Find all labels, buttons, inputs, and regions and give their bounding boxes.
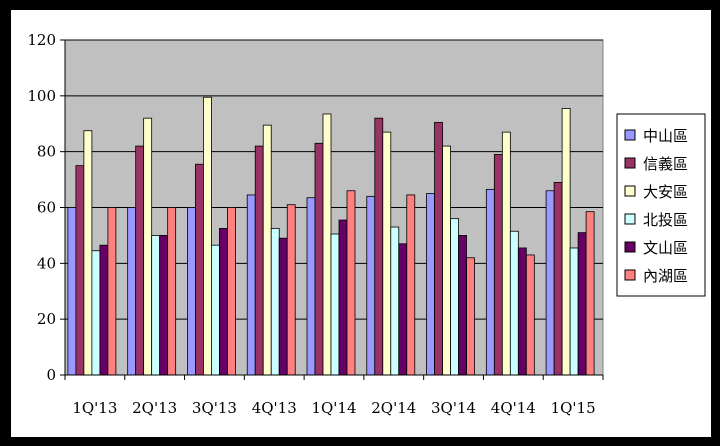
- x-tick-label: 4Q'14: [491, 399, 536, 417]
- bar: [143, 117, 153, 376]
- bar: [127, 207, 137, 376]
- legend-swatch: [624, 185, 636, 197]
- bar: [278, 237, 288, 376]
- bar: [509, 230, 519, 376]
- bar: [107, 207, 117, 376]
- y-tick-label: 0: [46, 366, 56, 384]
- bar: [322, 113, 332, 376]
- bar: [426, 193, 435, 376]
- bar: [585, 211, 595, 376]
- legend-swatch: [624, 129, 636, 141]
- legend-label: 信義區: [643, 155, 688, 173]
- legend-label: 大安區: [643, 183, 688, 201]
- bar: [167, 207, 177, 376]
- bar: [254, 145, 264, 376]
- legend-swatch: [624, 157, 636, 169]
- bar: [577, 232, 587, 376]
- x-tick-label: 3Q'13: [192, 399, 237, 417]
- bar: [390, 226, 400, 376]
- bar: [406, 194, 416, 376]
- bar: [346, 190, 356, 376]
- legend-swatch: [624, 241, 636, 253]
- bar: [151, 235, 161, 376]
- bars: [67, 96, 595, 376]
- y-tick-label: 60: [37, 199, 56, 217]
- bar: [434, 121, 443, 376]
- bar: [246, 194, 256, 376]
- bar: [195, 163, 204, 376]
- bar: [211, 244, 220, 376]
- chart-frame: 0 20 40 60 80 100 120 1Q'13 2Q'13 3Q'13 4Q'13 1Q'1…: [11, 10, 711, 437]
- bar: [75, 165, 85, 376]
- bar: [135, 145, 145, 376]
- bar: [374, 117, 384, 376]
- bar: [398, 243, 408, 376]
- bar: [262, 124, 272, 376]
- legend-label: 文山區: [643, 239, 688, 257]
- bar: [366, 195, 376, 376]
- bar: [159, 235, 169, 376]
- legend-swatch: [624, 269, 636, 281]
- bar: [91, 250, 101, 376]
- bar: [493, 154, 503, 376]
- y-tick-label: 80: [37, 143, 56, 161]
- bar: [553, 181, 563, 376]
- bar: [286, 204, 296, 376]
- bar: [67, 207, 77, 376]
- bar: [270, 228, 280, 376]
- x-tick-label: 3Q'14: [431, 399, 476, 417]
- bar: [227, 207, 236, 376]
- bar: [485, 188, 495, 376]
- bar: [338, 219, 348, 376]
- y-tick-label: 120: [27, 31, 56, 49]
- x-tick-label: 1Q'14: [311, 399, 356, 417]
- legend-label: 內湖區: [643, 267, 688, 285]
- x-tick-label: 4Q'13: [252, 399, 297, 417]
- bar: [306, 197, 316, 376]
- bar: [83, 130, 93, 376]
- legend-label: 中山區: [643, 127, 688, 145]
- legend-swatch: [624, 213, 636, 225]
- bar: [458, 235, 467, 376]
- x-tick-label: 2Q'14: [371, 399, 416, 417]
- bar: [314, 142, 324, 376]
- y-tick-label: 40: [37, 254, 56, 272]
- bar: [442, 145, 451, 376]
- bar: [203, 96, 212, 376]
- bar: [501, 131, 511, 376]
- bar: [525, 254, 535, 376]
- bar: [517, 247, 527, 376]
- bar: [561, 107, 571, 376]
- bar: [382, 131, 392, 376]
- x-tick-label: 2Q'13: [132, 399, 177, 417]
- bar: [219, 228, 228, 376]
- bar: [466, 257, 475, 376]
- legend-label: 北投區: [643, 211, 688, 229]
- x-tick-label: 1Q'13: [72, 399, 117, 417]
- x-tick-label: 1Q'15: [551, 399, 596, 417]
- bar: [569, 247, 579, 376]
- bar: [187, 207, 196, 376]
- bar: [330, 233, 340, 376]
- x-axis: 1Q'13 2Q'13 3Q'13 4Q'13 1Q'14 2Q'14 3Q'14 4Q'14…: [64, 374, 604, 417]
- bar: [450, 218, 459, 376]
- bar: [99, 244, 109, 376]
- y-axis: 0 20 40 60 80 100 120: [27, 31, 66, 384]
- y-tick-label: 20: [37, 310, 56, 328]
- legend-box: [616, 113, 706, 297]
- bar: [545, 190, 555, 376]
- y-tick-label: 100: [27, 87, 56, 105]
